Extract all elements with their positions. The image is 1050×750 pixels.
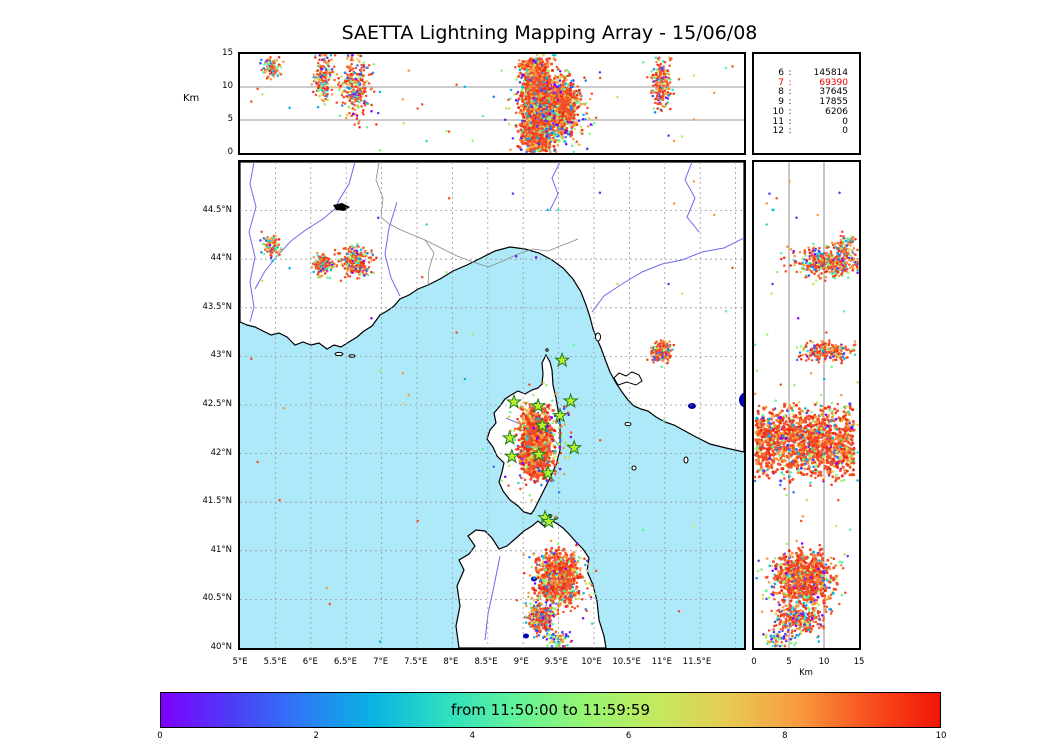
- station-count-row: 11: 0: [754, 116, 859, 128]
- lon-tick-5.5: 5.5°E: [263, 657, 287, 667]
- lon-tick-8.5: 8.5°E: [474, 657, 498, 667]
- colorbar-tick-2: 2: [313, 731, 319, 741]
- station-count-row: 7: 69390: [754, 77, 859, 89]
- station-id: 6: [778, 68, 784, 78]
- station-count-row: 10: 6206: [754, 106, 859, 118]
- lon-tick-9.5: 9.5°E: [544, 657, 568, 667]
- lat-tick-43: 43°N: [210, 350, 232, 361]
- altitude-longitude-panel: [238, 52, 746, 155]
- separator: :: [788, 87, 792, 98]
- region-borders: [375, 162, 579, 286]
- top-ytick-10: 10: [222, 81, 233, 91]
- top-ytick-5: 5: [227, 114, 233, 124]
- time-colorbar: [160, 692, 941, 728]
- station-count: 69390: [819, 77, 848, 88]
- top-ytick-15: 15: [222, 48, 233, 58]
- station-id: 7: [778, 77, 784, 88]
- lake-piombino: [688, 403, 696, 409]
- station-id: 10: [772, 106, 784, 117]
- navy-marker: [739, 392, 744, 408]
- lon-tick-8: 8°E: [443, 657, 459, 667]
- separator: :: [788, 126, 792, 137]
- lat-tick-42: 42°N: [210, 447, 232, 458]
- lat-tick-44.5: 44.5°N: [202, 204, 232, 215]
- colorbar-tick-8: 8: [782, 731, 788, 741]
- lat-tick-40.5: 40.5°N: [202, 593, 232, 604]
- station-count-row: 8: 37645: [754, 88, 859, 98]
- altitude-latitude-panel: [752, 160, 861, 650]
- top-panel-ylabel: Km: [183, 93, 200, 104]
- right-xtick-15: 15: [853, 657, 865, 667]
- lat-tick-42.5: 42.5°N: [202, 399, 232, 409]
- station-count: 17855: [819, 97, 848, 108]
- map-plot: [240, 162, 744, 648]
- separator: :: [788, 68, 792, 78]
- station-id: 8: [778, 87, 784, 98]
- lightning-points-right: [754, 180, 859, 648]
- lat-tick-41.5: 41.5°N: [202, 496, 232, 507]
- colorbar-tick-10: 10: [935, 731, 947, 741]
- separator: :: [788, 106, 792, 117]
- lon-tick-7: 7°E: [373, 657, 389, 667]
- lat-tick-43.5: 43.5°N: [202, 301, 232, 312]
- lon-tick-9: 9°E: [513, 657, 529, 667]
- lon-tick-6.5: 6.5°E: [333, 657, 357, 667]
- figure-title: SAETTA Lightning Mapping Array - 15/06/0…: [341, 22, 758, 44]
- station-count-row: 6: 145814: [754, 68, 859, 79]
- lake-sardinia-2: [523, 633, 529, 639]
- lightning-points-top: [250, 54, 734, 153]
- top-ytick-0: 0: [227, 147, 233, 157]
- lake-serre-poncon: [333, 203, 350, 211]
- colorbar-tick-4: 4: [469, 731, 476, 741]
- station-id: 9: [778, 97, 784, 108]
- lon-tick-11: 11°E: [651, 657, 673, 667]
- right-xlabel: Km: [799, 668, 813, 678]
- right-xtick-10: 10: [818, 657, 830, 667]
- station-count-row: 9: 17855: [754, 97, 859, 108]
- lat-tick-41: 41°N: [210, 544, 232, 555]
- lon-tick-6: 6°E: [302, 657, 318, 667]
- station-count: 145814: [813, 68, 848, 78]
- time-window-label: from 11:50:00 to 11:59:59: [450, 701, 650, 719]
- station-count: 37645: [819, 87, 848, 98]
- lon-tick-5: 5°E: [232, 657, 248, 667]
- lat-tick-44: 44°N: [210, 253, 232, 264]
- station-count-row: 12: 0: [754, 127, 859, 137]
- lon-tick-10.5: 10.5°E: [612, 657, 641, 667]
- colorbar-tick-0: 0: [157, 731, 163, 741]
- separator: :: [788, 116, 792, 127]
- right-xtick-0: 0: [751, 657, 757, 667]
- separator: :: [788, 97, 792, 108]
- graticule: [240, 162, 744, 648]
- separator: :: [788, 77, 792, 88]
- lat-tick-40: 40°N: [210, 642, 232, 652]
- map-panel: [238, 160, 746, 650]
- lon-tick-11.5: 11.5°E: [682, 657, 712, 667]
- station-count: 0: [842, 126, 848, 137]
- lon-tick-7.5: 7.5°E: [404, 657, 428, 667]
- altitude-longitude-plot: [240, 54, 744, 153]
- altitude-latitude-plot: [754, 162, 859, 648]
- colorbar-tick-6: 6: [625, 731, 632, 741]
- station-count: 0: [842, 116, 848, 127]
- station-counts-box: 6: 145814 7: 69390 8: 37645 9: 17855 10: 6206 11: 0…: [752, 52, 861, 155]
- station-count: 6206: [825, 106, 848, 117]
- right-xtick-5: 5: [786, 657, 792, 667]
- station-id: 11: [772, 116, 784, 127]
- lon-tick-10: 10°E: [581, 657, 602, 667]
- lma-station-stars: [501, 351, 583, 529]
- station-id: 12: [772, 126, 784, 137]
